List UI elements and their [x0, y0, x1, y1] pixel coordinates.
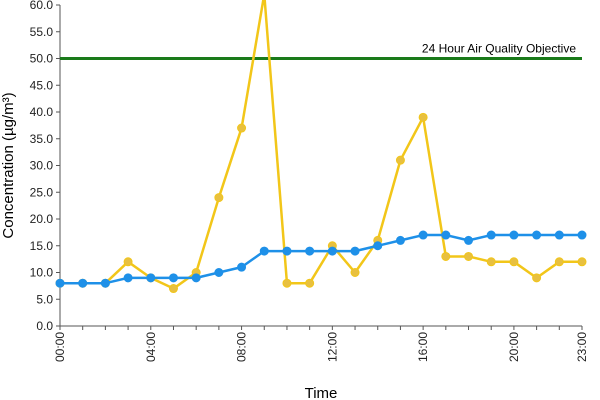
series-2-point [350, 246, 360, 256]
series-2-point [441, 230, 451, 240]
series-1-point [214, 193, 224, 203]
series-2-point [373, 241, 383, 251]
series-2-point [168, 273, 178, 283]
series-2-line [60, 233, 582, 285]
series-2-point [55, 278, 65, 288]
y-tick-label: 60.0 [30, 0, 54, 12]
y-tick-label: 0.0 [36, 319, 53, 333]
x-tick-label: 16:00 [416, 332, 430, 362]
series-2-point [509, 230, 519, 240]
y-tick-label: 40.0 [30, 105, 54, 119]
series-1-point [509, 257, 519, 267]
series-1-point [305, 278, 315, 288]
y-tick-label: 45.0 [30, 78, 54, 92]
series-1-point [123, 257, 133, 267]
x-tick-label: 20:00 [507, 332, 521, 362]
y-axis-ticks: 0.0 5.0 10.0 15.0 20.0 25.0 30.0 35.0 40.0 45.0 50… [30, 0, 60, 333]
series-1-point [464, 251, 474, 261]
series-1-point [350, 268, 360, 277]
series-2-point [191, 273, 201, 283]
reference-line-group: 24 Hour Air Quality Objective [60, 42, 582, 60]
series-2-point [418, 230, 428, 240]
y-tick-label: 15.0 [30, 239, 54, 253]
series-1-point [168, 284, 178, 294]
series-1-point [395, 155, 405, 165]
series-2-point [78, 278, 88, 288]
series-2-point [282, 246, 292, 256]
series-1-point [577, 257, 587, 267]
series-2-point [259, 246, 269, 256]
series-2-point [146, 273, 156, 283]
y-tick-label: 50.0 [30, 52, 54, 66]
series-1-point [532, 273, 542, 283]
series-2-point [305, 246, 315, 256]
series-2-point [214, 268, 224, 277]
x-tick-label: 00:00 [53, 332, 67, 362]
y-tick-label: 30.0 [30, 159, 54, 173]
series-2-point [486, 230, 496, 240]
series-2-point [577, 230, 587, 240]
series-1-point [237, 123, 247, 133]
series-1-point [554, 257, 564, 267]
y-tick-label: 5.0 [36, 292, 53, 306]
series-2-point [327, 246, 337, 256]
x-tick-label: 08:00 [235, 332, 249, 362]
x-axis-title: Time [305, 385, 338, 400]
y-tick-label: 35.0 [30, 132, 54, 146]
x-tick-label: 12:00 [325, 332, 339, 362]
series-2-point [464, 235, 474, 245]
series-1-point [418, 112, 428, 122]
series-1-point [486, 257, 496, 267]
x-axis-ticks: 00:00 04:00 08:00 12:00 16:00 20:00 23:00 [53, 326, 589, 362]
series-1-point [441, 251, 451, 261]
series-2-point [532, 230, 542, 240]
series-1-point [282, 278, 292, 288]
series-2-point [100, 278, 110, 288]
series-2-point [395, 235, 405, 245]
y-tick-label: 55.0 [30, 25, 54, 39]
y-tick-label: 10.0 [30, 266, 54, 280]
series-2-point [237, 262, 247, 272]
x-tick-label: 23:00 [575, 332, 589, 362]
y-axis-title: Concentration (µg/m³) [0, 92, 17, 238]
y-tick-label: 20.0 [30, 212, 54, 226]
air-quality-objective-label: 24 Hour Air Quality Objective [422, 42, 576, 56]
y-tick-label: 25.0 [30, 185, 54, 199]
series-2-point [123, 273, 133, 283]
series-group [55, 0, 587, 294]
series-2-point [554, 230, 564, 240]
x-tick-label: 04:00 [144, 332, 158, 362]
